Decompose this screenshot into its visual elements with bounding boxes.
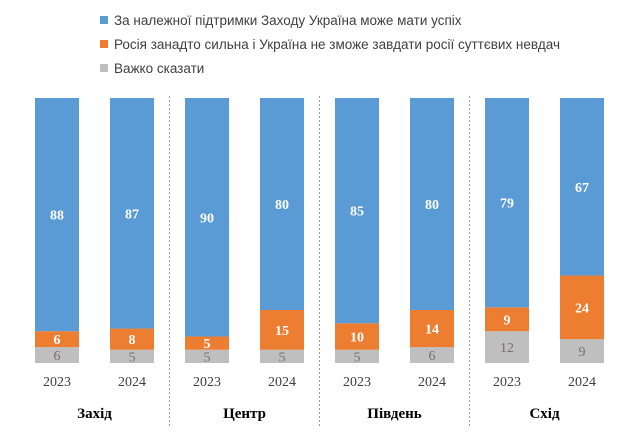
data-label: 85 [350, 205, 364, 220]
x-tick-label: 2023 [193, 375, 221, 390]
bar-segment [335, 323, 379, 350]
data-label: 9 [504, 313, 511, 328]
group-label: Схід [529, 406, 560, 422]
bar-segment [410, 98, 454, 310]
data-label: 5 [204, 337, 211, 352]
bar-segment [185, 349, 229, 363]
x-tick-label: 2024 [568, 375, 596, 390]
group-label: Південь [367, 406, 421, 422]
data-label: 10 [350, 331, 364, 346]
group-separators [169, 96, 470, 428]
data-label: 5 [279, 350, 286, 365]
data-label: 15 [275, 324, 289, 339]
bar-segment [260, 310, 304, 350]
bar-segment [110, 349, 154, 363]
bar-segment [335, 98, 379, 324]
data-label: 80 [275, 198, 289, 213]
x-tick-label: 2023 [493, 375, 521, 390]
data-label: 80 [425, 198, 439, 213]
x-tick-labels: 2023 2024 2023 2024 2023 2024 2023 2024 [43, 375, 596, 390]
legend-item: Росія занадто сильна і Україна не зможе … [100, 32, 630, 56]
bar-segment [560, 98, 604, 276]
bar-segment [35, 331, 79, 348]
group-label: Центр [223, 406, 266, 422]
x-tick-label: 2024 [418, 375, 446, 390]
data-label: 5 [354, 350, 361, 365]
bar-segment [260, 98, 304, 310]
bar-segment [485, 331, 529, 363]
group-label: Захід [77, 406, 112, 422]
data-label: 8 [129, 333, 136, 348]
data-label: 6 [429, 349, 436, 364]
bar-segment [110, 98, 154, 329]
bar-segment [410, 310, 454, 348]
bar-segment [35, 347, 79, 363]
x-tick-label: 2023 [343, 375, 371, 390]
chart-legend: За належної підтримки Заходу Україна мож… [100, 8, 630, 80]
data-label: 88 [50, 209, 64, 224]
data-label: 12 [500, 341, 514, 356]
bar-segment [110, 328, 154, 350]
bar-segment [560, 339, 604, 363]
bar-segment [35, 98, 79, 332]
legend-label: За належної підтримки Заходу Україна мож… [114, 12, 462, 28]
data-label: 79 [500, 197, 514, 212]
bar-segment [485, 98, 529, 308]
legend-swatch [100, 40, 108, 48]
data-label: 5 [129, 350, 136, 365]
data-label: 24 [575, 301, 589, 316]
bar-segment [410, 347, 454, 363]
data-label: 67 [575, 181, 589, 196]
bar-segment [560, 275, 604, 340]
data-label: 9 [579, 345, 586, 360]
x-tick-label: 2023 [43, 375, 71, 390]
bar-segment [185, 336, 229, 350]
legend-label: Важко сказати [114, 60, 205, 76]
legend-item: За належної підтримки Заходу Україна мож… [100, 8, 630, 32]
data-label: 6 [54, 349, 61, 364]
bar-segment [335, 349, 379, 363]
data-label: 6 [54, 333, 61, 348]
group-labels: Захід Центр Південь Схід [77, 406, 560, 422]
data-label: 90 [200, 211, 214, 226]
legend-label: Росія занадто сильна і Україна не зможе … [114, 36, 561, 52]
bar-segment [485, 307, 529, 332]
legend-swatch [100, 64, 108, 72]
data-label: 87 [125, 207, 139, 222]
legend-item: Важко сказати [100, 56, 630, 80]
data-label: 14 [425, 323, 439, 338]
data-label: 5 [204, 350, 211, 365]
x-tick-label: 2024 [268, 375, 296, 390]
x-tick-label: 2024 [118, 375, 146, 390]
legend-swatch [100, 16, 108, 24]
bars-layer [35, 98, 604, 363]
bar-segment [185, 98, 229, 337]
bar-segment [260, 349, 304, 363]
